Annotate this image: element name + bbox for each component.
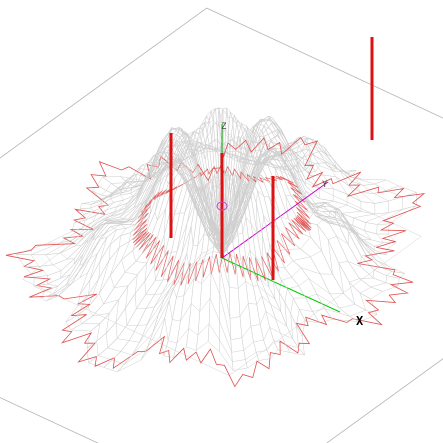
mesh-spoke xyxy=(140,186,223,361)
mesh-spoke xyxy=(116,186,223,373)
mesh-spoke xyxy=(160,186,223,336)
mesh-spoke xyxy=(79,160,223,279)
mesh-spoke xyxy=(221,176,278,350)
z-axis-label: Z xyxy=(221,122,227,132)
mesh-spoke xyxy=(173,181,223,358)
mesh-spoke xyxy=(221,183,303,337)
mesh-spoke xyxy=(102,126,223,243)
mesh-spoke xyxy=(221,169,234,371)
mesh-spoke xyxy=(163,185,223,357)
inner-contour xyxy=(132,165,312,286)
cursor-marker[interactable]: X xyxy=(356,314,364,328)
mesh-spoke xyxy=(24,155,223,268)
marker-posts xyxy=(169,37,374,280)
surface-boundary-outline xyxy=(5,136,426,388)
mesh-spoke xyxy=(79,159,223,295)
mesh-spoke xyxy=(74,131,223,238)
mesh-spoke xyxy=(88,179,223,364)
mesh-spoke xyxy=(185,178,223,347)
mesh-spoke xyxy=(87,158,223,273)
mesh-spoke xyxy=(221,172,260,361)
mesh-spoke xyxy=(221,170,248,369)
mesh-spoke xyxy=(47,141,223,245)
y-axis-label: Y xyxy=(322,180,328,190)
mesh-spoke xyxy=(103,183,223,368)
mesh-spoke xyxy=(81,128,223,240)
mesh-spoke xyxy=(34,158,223,278)
x-axis-line xyxy=(221,257,341,313)
origin-ring[interactable] xyxy=(216,201,228,211)
mesh-spoke xyxy=(221,174,271,359)
mesh-spoke xyxy=(221,172,333,320)
y-axis-line xyxy=(221,181,329,259)
ground-plane-edge xyxy=(0,7,443,443)
surface-wireframe-front xyxy=(16,126,360,373)
mesh-spoke xyxy=(221,181,305,356)
boundary-outline xyxy=(5,136,426,388)
mesh-spoke xyxy=(221,179,291,353)
